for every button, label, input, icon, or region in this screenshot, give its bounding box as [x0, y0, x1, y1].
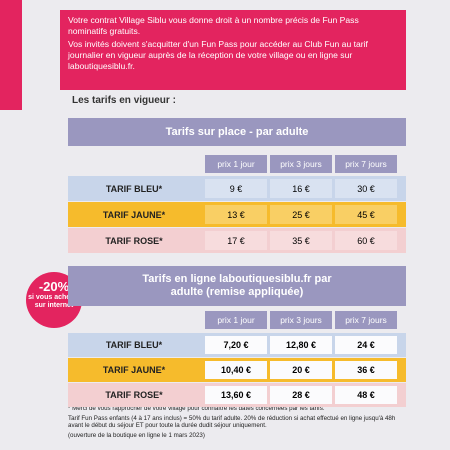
- table-title: Tarifs sur place - par adulte: [68, 118, 406, 146]
- info-banner: Votre contrat Village Siblu vous donne d…: [60, 10, 406, 90]
- price-cell: 12,80 €: [270, 336, 332, 354]
- row-label: TARIF BLEU*: [105, 183, 163, 194]
- price-cell: 36 €: [335, 361, 397, 379]
- price-cell: 45 €: [335, 205, 397, 224]
- price-cell: 35 €: [270, 231, 332, 250]
- footnote: (ouverture de la boutique en ligne le 1 …: [68, 431, 205, 439]
- badge-percent: -20%: [38, 279, 70, 294]
- row-label: TARIF BLEU*: [105, 340, 163, 350]
- footnote: * Merci de vous rapprocher de votre vill…: [68, 405, 325, 412]
- price-cell: 48 €: [335, 386, 397, 404]
- price-cell: 20 €: [270, 361, 332, 379]
- price-cell: 16 €: [270, 179, 332, 198]
- price-cell: 9 €: [205, 179, 267, 198]
- side-strip: [0, 0, 22, 110]
- column-header: prix 1 jour: [205, 311, 267, 329]
- column-header: prix 1 jour: [205, 155, 267, 173]
- section-title: Les tarifs en vigueur :: [72, 95, 176, 106]
- row-label: TARIF ROSE*: [105, 390, 163, 400]
- price-cell: 30 €: [335, 179, 397, 198]
- price-cell: 28 €: [270, 386, 332, 404]
- price-cell: 60 €: [335, 231, 397, 250]
- row-label: TARIF JAUNE*: [102, 365, 166, 375]
- banner-text: Vos invités doivent s'acquitter d'un Fun…: [68, 39, 368, 71]
- price-cell: 17 €: [205, 231, 267, 250]
- footnote: Tarif Fun Pass enfants (4 à 17 ans inclu…: [68, 414, 396, 430]
- column-header: prix 7 jours: [335, 155, 397, 173]
- price-cell: 13,60 €: [205, 386, 267, 404]
- footnotes: * Merci de vous rapprocher de votre vill…: [68, 405, 408, 441]
- column-header: prix 3 jours: [270, 155, 332, 173]
- column-header: prix 7 jours: [335, 311, 397, 329]
- row-label: TARIF JAUNE*: [102, 209, 166, 220]
- price-cell: 24 €: [335, 336, 397, 354]
- price-cell: 7,20 €: [205, 336, 267, 354]
- row-label: TARIF ROSE*: [105, 235, 163, 246]
- column-header: prix 3 jours: [270, 311, 332, 329]
- banner-text: Votre contrat Village Siblu vous donne d…: [68, 15, 359, 36]
- badge-text: si vous achetez sur internet: [28, 294, 80, 309]
- price-cell: 10,40 €: [205, 361, 267, 379]
- table-title: Tarifs en ligne laboutiquesiblu.fr par a…: [68, 266, 406, 306]
- price-cell: 13 €: [205, 205, 267, 224]
- price-cell: 25 €: [270, 205, 332, 224]
